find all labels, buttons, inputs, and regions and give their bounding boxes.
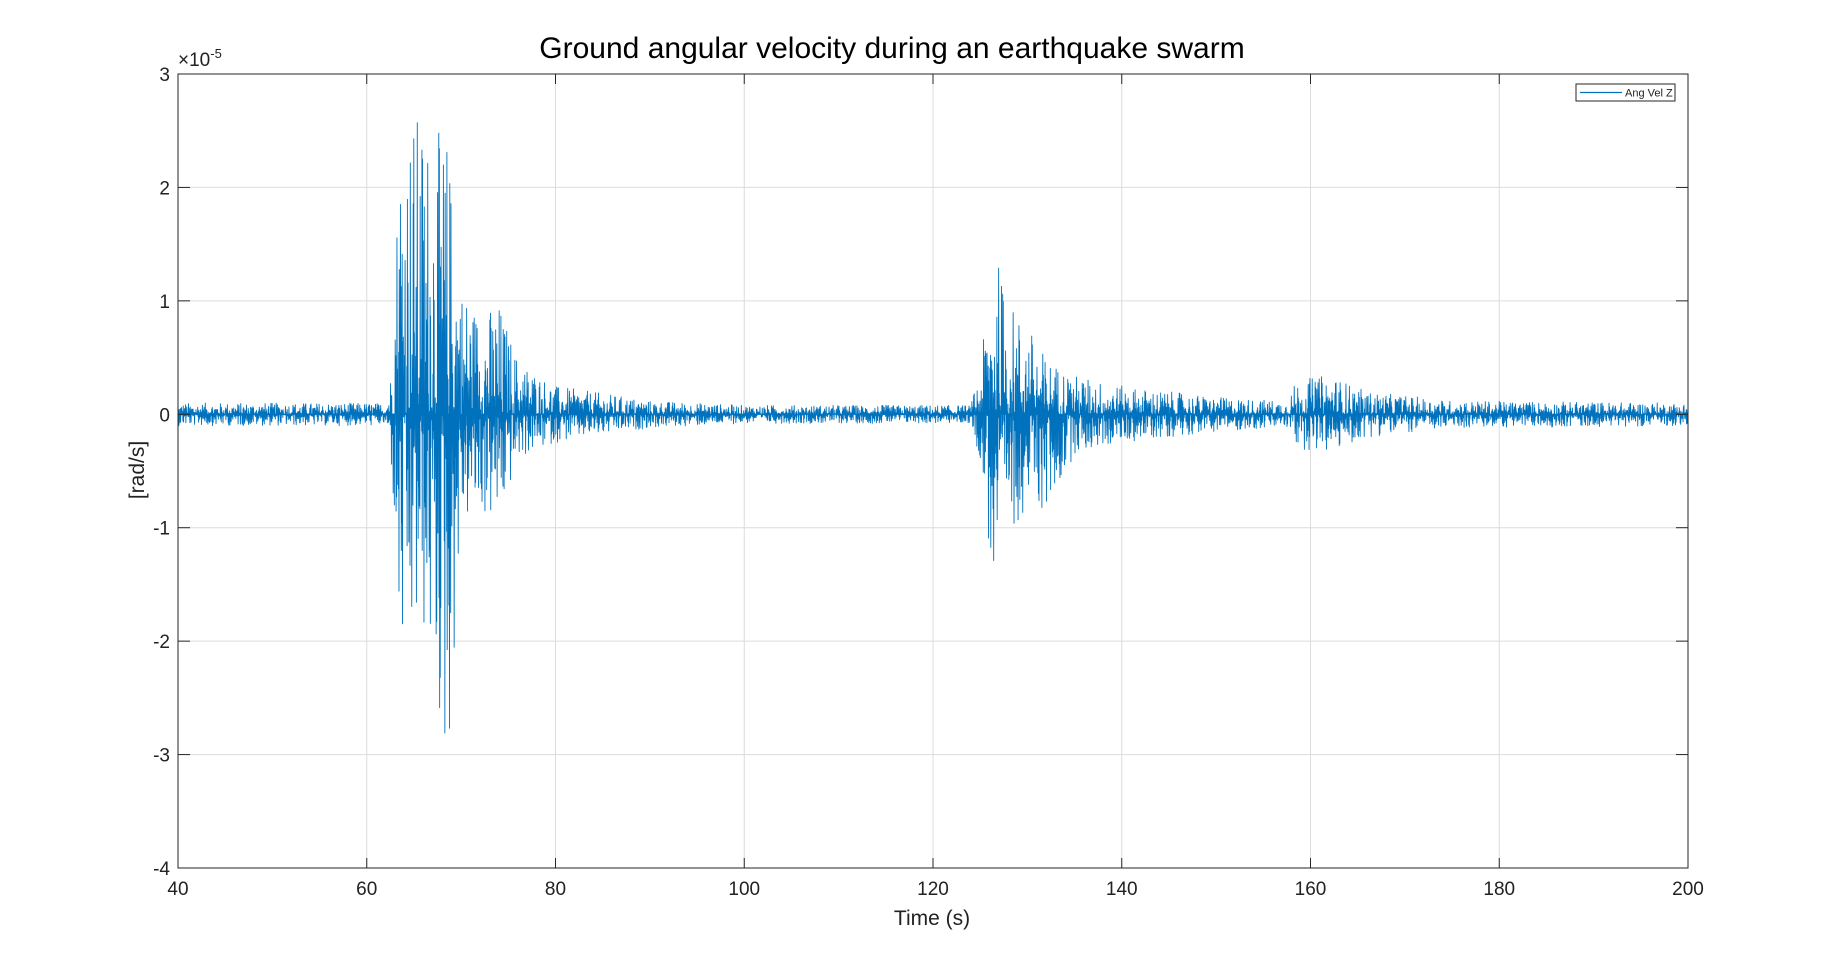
y-multiplier-base: ×10	[178, 50, 210, 71]
x-tick-label: 80	[545, 879, 566, 900]
y-multiplier: ×10-5	[178, 46, 222, 71]
y-tick-label: 1	[159, 292, 170, 313]
y-tick-label: 0	[159, 405, 170, 426]
x-tick-label: 120	[917, 879, 949, 900]
y-multiplier-exponent: -5	[210, 46, 222, 61]
plot-area: 40 60 80 100 120 140 160 180 200 -4 -3 -2 -1 0 1 2 3	[153, 65, 1704, 900]
series-line-ang-vel-z	[177, 122, 1689, 734]
x-tick-label: 60	[356, 879, 377, 900]
y-tick-label: -2	[153, 632, 170, 653]
series-layer	[177, 122, 1689, 734]
x-tick-label: 140	[1106, 879, 1138, 900]
x-tick-label: 100	[728, 879, 760, 900]
y-tick-label: -3	[153, 746, 170, 767]
x-tick-label: 180	[1483, 879, 1515, 900]
y-tick-label: 3	[159, 65, 170, 86]
y-axis-label: [rad/s]	[126, 441, 149, 499]
x-tick-label: 200	[1672, 879, 1704, 900]
legend: Ang Vel Z	[1575, 83, 1676, 102]
y-tick-label: 2	[159, 178, 170, 199]
y-tick-label: -1	[153, 519, 170, 540]
legend-label: Ang Vel Z	[1625, 88, 1673, 100]
chart-title: Ground angular velocity during an earthq…	[539, 32, 1244, 65]
x-tick-label: 40	[167, 879, 188, 900]
legend-box	[1575, 83, 1676, 102]
x-tick-label: 160	[1295, 879, 1327, 900]
x-axis-label: Time (s)	[894, 907, 970, 930]
ticks: 40 60 80 100 120 140 160 180 200 -4 -3 -2 -1 0 1 2 3	[153, 65, 1704, 900]
y-tick-label: -4	[153, 859, 170, 880]
